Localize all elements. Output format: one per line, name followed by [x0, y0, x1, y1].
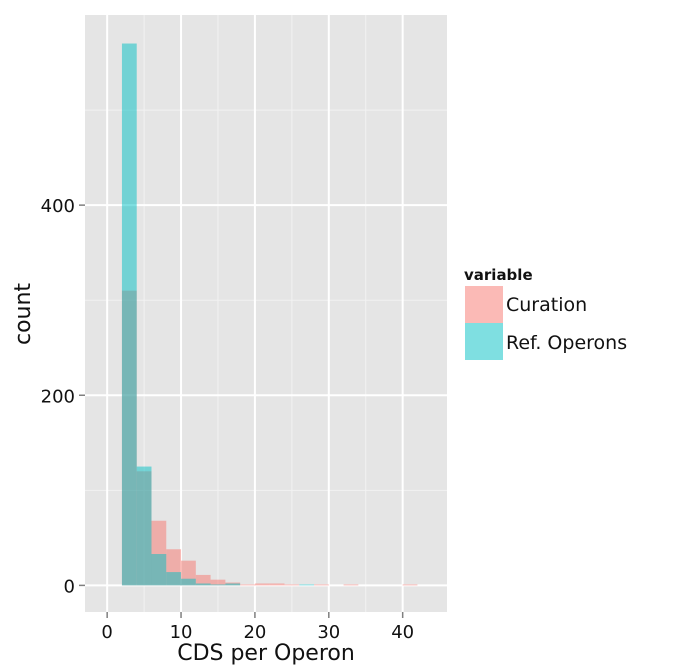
x-tick-label: 40: [391, 622, 414, 643]
bar-ref-operons: [166, 572, 182, 586]
y-tick-label: 0: [64, 576, 75, 597]
x-tick-label: 20: [243, 622, 266, 643]
bar-curation: [343, 584, 359, 586]
y-axis-title: count: [11, 283, 36, 345]
legend: variable Curation Ref. Operons: [464, 266, 627, 360]
bar-curation: [210, 579, 226, 586]
bar-ref-operons: [121, 43, 137, 586]
bar-ref-operons: [151, 554, 167, 586]
legend-label-ref-operons: Ref. Operons: [506, 332, 627, 354]
bar-ref-operons: [136, 466, 152, 586]
x-tick-label: 0: [101, 622, 112, 643]
bar-curation: [195, 574, 211, 586]
legend-label-curation: Curation: [506, 294, 587, 316]
x-tick-label: 10: [170, 622, 193, 643]
legend-swatch-curation: [465, 286, 503, 323]
bar-curation: [314, 584, 329, 586]
bar-ref-operons: [299, 584, 315, 586]
bar-curation: [269, 583, 285, 586]
y-tick-label: 200: [41, 386, 75, 407]
legend-swatch-ref-operons: [465, 323, 503, 360]
bar-curation: [284, 584, 300, 586]
x-tick-label: 30: [317, 622, 340, 643]
bar-ref-operons: [225, 583, 241, 586]
bar-ref-operons: [210, 584, 226, 586]
bar-curation: [402, 584, 418, 586]
x-axis-title: CDS per Operon: [177, 641, 355, 666]
bar-curation: [254, 583, 270, 586]
bar-ref-operons: [181, 578, 196, 586]
legend-title: variable: [464, 266, 533, 284]
bar-ref-operons: [195, 583, 211, 586]
grid-lines: [85, 15, 447, 612]
y-tick-label: 400: [41, 196, 75, 217]
bar-curation: [240, 584, 255, 586]
histogram-bars: [121, 43, 418, 586]
